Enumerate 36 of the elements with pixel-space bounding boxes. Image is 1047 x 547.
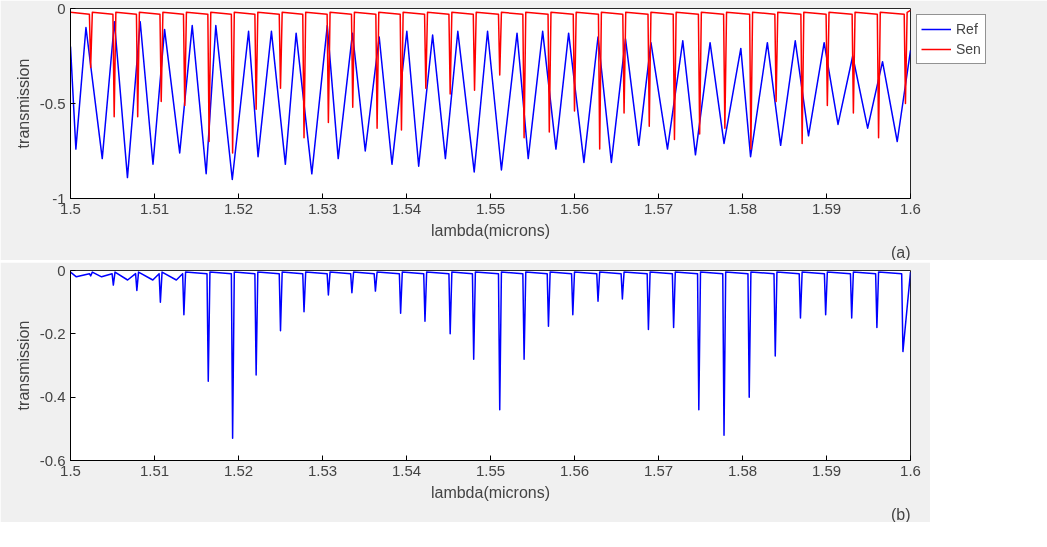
x-tick-label: 1.54 [391,461,422,479]
legend-label: Sen [956,41,981,57]
legend-label: Ref [956,21,978,37]
x-tick-label: 1.55 [475,199,506,217]
y-tick-label: 0 [57,0,66,17]
x-tick-label: 1.59 [811,461,842,479]
y-axis-title: transmission [14,320,32,411]
y-tick-label: 0 [57,261,66,279]
x-tick-label: 1.52 [223,461,254,479]
y-tick-label: -0.2 [39,324,66,342]
x-tick-label: 1.6 [900,199,921,217]
x-tick-label: 1.51 [139,461,170,479]
y-tick-label: -0.4 [39,388,66,406]
text: (b) [890,505,911,523]
x-tick-label: 1.53 [307,461,338,479]
x-tick-label: 1.56 [559,461,590,479]
x-tick-label: 1.59 [811,199,842,217]
x-tick-label: 1.57 [643,199,674,217]
x-tick-label: 1.51 [139,199,170,217]
x-axis-title: lambda(microns) [430,221,551,239]
line-series [70,9,911,154]
line-series [70,21,911,181]
line-series [70,271,911,440]
x-tick-label: 1.58 [727,461,758,479]
text: (a) [890,243,911,261]
y-tick-label: -0.5 [39,94,66,112]
x-tick-label: 1.55 [475,461,506,479]
x-tick-label: 1.58 [727,199,758,217]
x-tick-label: 1.57 [643,461,674,479]
x-tick-label: 1.53 [307,199,338,217]
y-axis-title: transmission [14,58,32,149]
x-tick-label: 1.6 [900,461,921,479]
x-tick-label: 1.54 [391,199,422,217]
x-tick-label: 1.52 [223,199,254,217]
x-axis-title: lambda(microns) [430,483,551,501]
x-tick-label: 1.56 [559,199,590,217]
